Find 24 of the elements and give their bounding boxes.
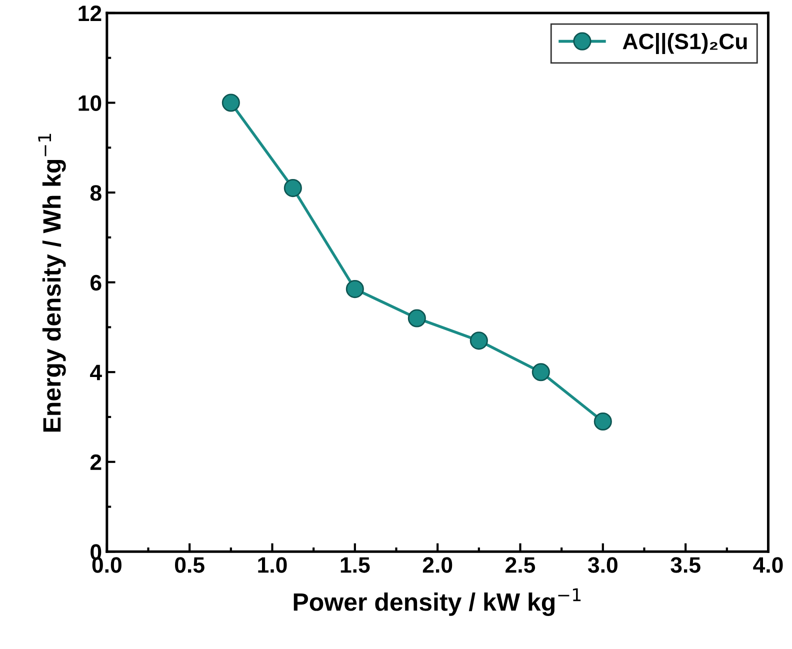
x-tick-label: 2.5 [506, 557, 536, 573]
y-tick-label: 12 [78, 6, 102, 22]
x-tick-label: 1.5 [340, 557, 370, 573]
y-tick-label: 8 [90, 185, 102, 201]
y-axis-title: Energy density / Wh kg$^{−1}$ [38, 134, 66, 432]
x-tick-label: 3.5 [670, 557, 700, 573]
point [470, 332, 488, 350]
x-axis-title: Power density / kW kg$^{−1}$ [294, 588, 581, 616]
y-tick-label: 6 [90, 274, 102, 291]
x-tick-label: 4.0 [753, 557, 783, 573]
point [346, 280, 364, 298]
point [284, 179, 302, 198]
y-tick-label: 2 [90, 454, 102, 470]
y-tick-label: 4 [90, 364, 102, 380]
legend-label: AC||(S1)₂Cu [622, 32, 747, 54]
x-tick-label: 3.0 [588, 557, 618, 573]
point [594, 412, 612, 430]
x-tick-label: 2.0 [422, 557, 452, 573]
point [532, 363, 550, 382]
x-tick-label: 0.5 [175, 557, 204, 573]
point [408, 309, 426, 328]
y-tick-label: 10 [78, 95, 102, 112]
x-tick-label: 1.0 [258, 557, 287, 573]
point [222, 94, 240, 112]
